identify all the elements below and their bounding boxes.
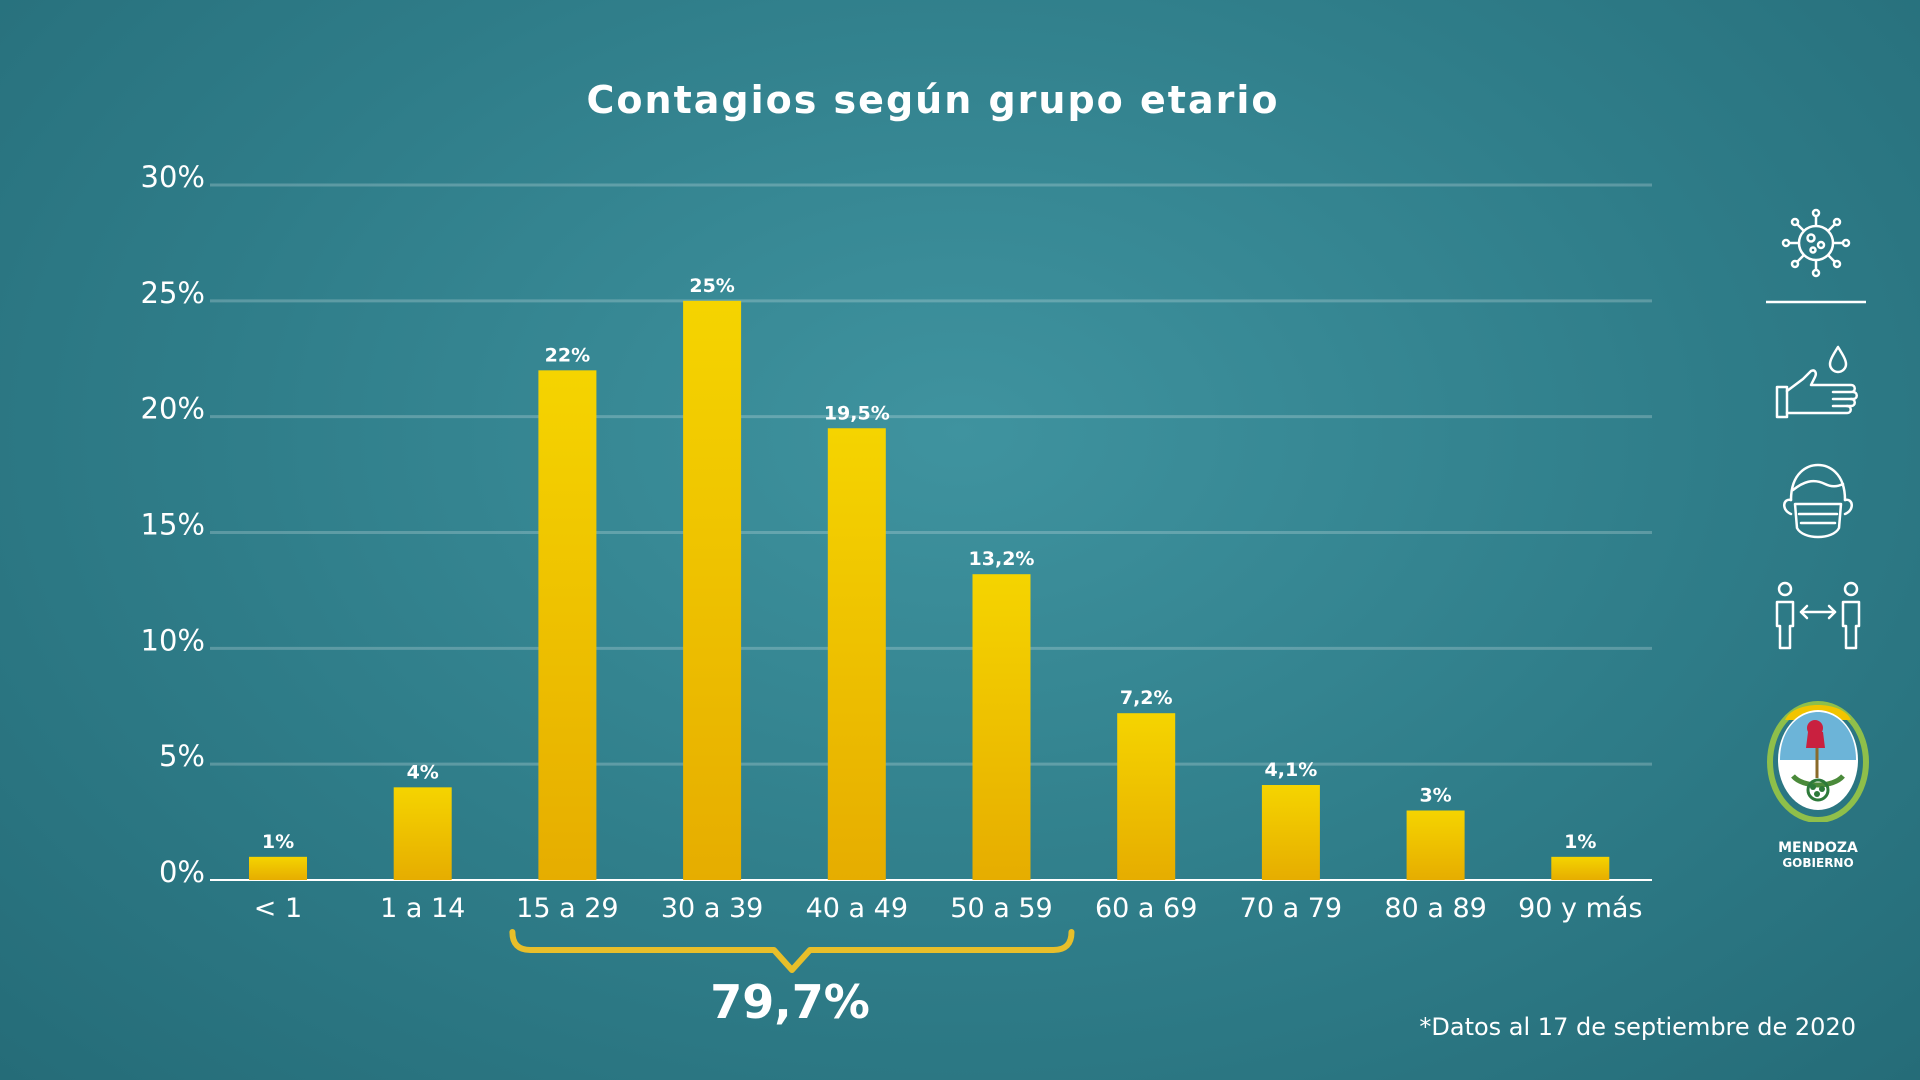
x-tick-label: < 1 — [254, 893, 302, 924]
bar — [827, 428, 886, 880]
data-label: 4% — [407, 761, 439, 783]
face-mask-icon — [1783, 463, 1853, 539]
sidebar: MENDOZA GOBIERNO — [1763, 205, 1873, 885]
y-axis-tick-labels: 0% 5% 10% 15% 20% 25% 30% — [141, 160, 205, 889]
bar — [1406, 810, 1465, 880]
x-tick-label: 30 a 39 — [661, 893, 763, 924]
virus-icon — [1781, 208, 1851, 278]
mendoza-government-logo — [1767, 701, 1869, 822]
data-label: 1% — [262, 831, 294, 853]
x-tick-label: 1 a 14 — [380, 893, 465, 924]
x-tick-label: 40 a 49 — [806, 893, 908, 924]
bracket-label: 79,7% — [710, 975, 870, 1029]
bar — [683, 300, 742, 880]
data-label: 1% — [1564, 831, 1596, 853]
footnote: *Datos al 17 de septiembre de 2020 — [1419, 1013, 1856, 1041]
x-tick-label: 50 a 59 — [950, 893, 1052, 924]
bracket — [509, 929, 1075, 973]
x-tick-label: 15 a 29 — [516, 893, 618, 924]
sidebar-divider — [1766, 300, 1866, 304]
x-tick-label: 70 a 79 — [1240, 893, 1342, 924]
handwash-icon — [1775, 345, 1858, 419]
grid-lines — [210, 183, 1652, 881]
bar — [249, 856, 307, 880]
chart-title: Contagios según grupo etario — [586, 78, 1280, 122]
logo-line-2: GOBIERNO — [1782, 856, 1854, 870]
x-axis-tick-labels: < 1 1 a 14 15 a 29 30 a 39 40 a 49 50 a 59 60 … — [254, 893, 1643, 924]
y-tick-label: 30% — [141, 160, 205, 194]
data-label: 19,5% — [824, 402, 890, 424]
logo-line-1: MENDOZA — [1778, 840, 1858, 856]
bar — [1117, 713, 1176, 880]
data-label: 25% — [689, 275, 734, 297]
x-tick-label: 60 a 69 — [1095, 893, 1197, 924]
bar — [538, 370, 597, 880]
data-label: 3% — [1419, 785, 1451, 807]
bar — [972, 574, 1031, 880]
data-labels: 1% 4% 22% 25% 19,5% 13,2% 7,2% 4,1% 3% 1% — [262, 275, 1597, 853]
x-tick-label: 80 a 89 — [1384, 893, 1486, 924]
y-tick-label: 10% — [141, 623, 205, 657]
y-tick-label: 5% — [159, 739, 205, 773]
bar — [393, 787, 452, 880]
bar — [1261, 785, 1320, 880]
y-tick-label: 0% — [159, 855, 205, 889]
data-label: 7,2% — [1120, 687, 1173, 709]
bracket-group — [509, 929, 1075, 973]
y-tick-label: 25% — [141, 276, 205, 310]
x-tick-label: 90 y más — [1518, 893, 1642, 924]
bars — [249, 300, 1610, 880]
bar — [1551, 856, 1610, 880]
data-label: 22% — [545, 344, 590, 366]
y-tick-label: 20% — [141, 392, 205, 426]
data-label: 4,1% — [1265, 759, 1318, 781]
social-distance-icon — [1775, 581, 1861, 650]
y-tick-label: 15% — [141, 508, 205, 542]
data-label: 13,2% — [969, 548, 1035, 570]
